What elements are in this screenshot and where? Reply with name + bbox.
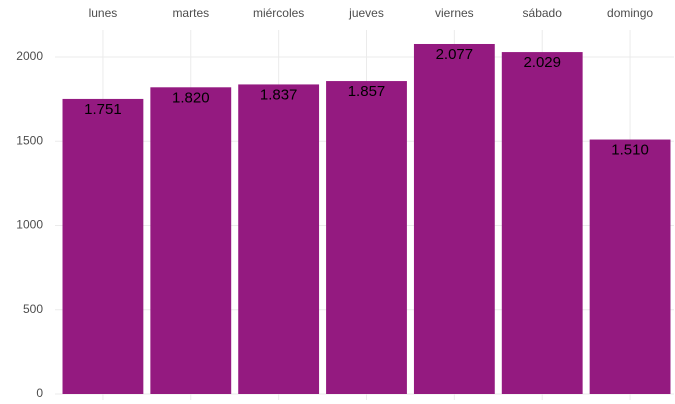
bar — [326, 81, 407, 395]
value-label: 1.510 — [611, 142, 649, 159]
y-tick-label: 500 — [23, 302, 43, 316]
bar — [589, 139, 671, 394]
value-label: 1.820 — [172, 89, 210, 106]
x-tick-label: lunes — [89, 6, 118, 20]
value-label: 2.077 — [436, 46, 474, 63]
x-tick-label: sábado — [523, 6, 563, 20]
bar — [413, 43, 495, 395]
x-tick-label: miércoles — [253, 6, 304, 20]
bar — [150, 87, 232, 394]
y-tick-label: 0 — [36, 386, 43, 400]
x-tick-label: martes — [172, 6, 209, 20]
bar — [501, 52, 583, 394]
x-tick-label: jueves — [348, 6, 384, 20]
bar — [62, 98, 144, 394]
value-label: 1.751 — [84, 101, 122, 118]
y-tick-label: 2000 — [16, 49, 43, 63]
x-tick-label: domingo — [607, 6, 653, 20]
value-label: 1.857 — [348, 83, 386, 100]
x-tick-label: viernes — [435, 6, 474, 20]
bar — [238, 84, 320, 394]
y-tick-label: 1500 — [16, 133, 43, 147]
y-tick-label: 1000 — [16, 218, 43, 232]
value-label: 1.837 — [260, 86, 298, 103]
value-label: 2.029 — [523, 54, 561, 71]
